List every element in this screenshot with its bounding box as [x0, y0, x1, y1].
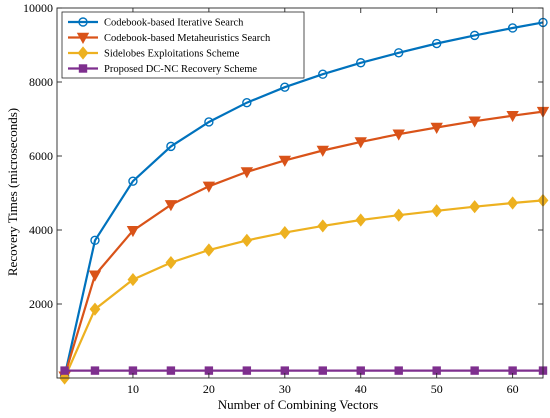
series-3 — [59, 193, 549, 385]
legend-marker — [77, 46, 89, 60]
data-point — [165, 255, 177, 270]
data-point — [280, 82, 290, 92]
legend: Codebook-based Iterative Search Codebook-… — [61, 11, 305, 79]
data-point — [470, 366, 479, 375]
data-point — [318, 366, 327, 375]
data-point — [203, 243, 215, 257]
data-point — [279, 225, 291, 240]
data-point — [469, 30, 480, 41]
data-point — [241, 233, 253, 247]
legend-item: Sidelobes Exploitations Scheme — [68, 46, 240, 60]
data-point — [204, 117, 214, 127]
legend-label: Codebook-based Metaheuristics Search — [104, 33, 271, 44]
data-point — [89, 302, 101, 316]
legend-marker — [78, 17, 88, 27]
data-point — [60, 366, 69, 375]
y-tick-label: 10000 — [23, 1, 53, 15]
series-line — [63, 199, 544, 379]
x-tick-label: 20 — [203, 382, 215, 396]
x-tick-label: 40 — [355, 382, 367, 396]
data-point — [430, 122, 443, 134]
x-tick-label: 60 — [507, 382, 519, 396]
data-point — [393, 208, 405, 222]
data-point — [394, 48, 404, 58]
data-point — [317, 219, 329, 233]
series-2 — [58, 106, 550, 383]
data-point — [506, 110, 519, 123]
legend-box — [61, 11, 305, 79]
data-point — [356, 58, 366, 68]
series-4 — [60, 366, 548, 375]
data-point — [90, 366, 100, 375]
data-point — [355, 213, 367, 227]
legend-item: Codebook-based Iterative Search — [68, 17, 244, 29]
legend-label: Sidelobes Exploitations Scheme — [104, 49, 240, 60]
data-point — [431, 38, 442, 49]
data-point — [316, 145, 329, 157]
data-point — [166, 141, 176, 152]
x-axis-title: Number of Combining Vectors — [218, 397, 378, 412]
data-point — [90, 235, 100, 246]
data-point — [431, 204, 443, 218]
data-point — [202, 181, 216, 193]
series-line — [63, 110, 544, 377]
data-point — [242, 98, 252, 108]
data-point — [128, 176, 138, 186]
data-point — [127, 272, 139, 287]
series-1 — [59, 17, 548, 381]
data-point — [507, 196, 519, 210]
data-point — [354, 137, 367, 149]
y-tick-label: 4000 — [29, 223, 53, 237]
y-tick-label: 2000 — [29, 297, 53, 311]
data-point — [468, 116, 481, 128]
data-point — [242, 366, 252, 375]
legend-item: Codebook-based Metaheuristics Search — [68, 32, 271, 44]
plot-area — [58, 17, 550, 385]
data-point — [278, 155, 292, 167]
y-tick-label: 8000 — [29, 75, 53, 89]
data-point — [394, 366, 403, 375]
data-point — [469, 200, 481, 214]
axes: 10 20 30 40 50 60 2000 4000 6000 8000 10000 — [23, 1, 544, 396]
data-point — [88, 270, 102, 282]
legend-marker — [78, 64, 88, 73]
x-tick-label: 50 — [431, 382, 443, 396]
y-axis-title: Recovery Times (microseconds) — [5, 108, 20, 276]
legend-label: Proposed DC-NC Recovery Scheme — [104, 64, 257, 75]
axes-box — [56, 7, 544, 379]
data-point — [392, 129, 405, 141]
legend-item: Proposed DC-NC Recovery Scheme — [68, 64, 257, 75]
x-tick-label: 30 — [279, 382, 291, 396]
data-point — [507, 23, 518, 33]
x-tick-label: 10 — [127, 382, 139, 396]
data-point — [240, 167, 254, 179]
series-line — [63, 21, 544, 377]
data-point — [166, 366, 176, 375]
data-point — [126, 226, 140, 238]
data-point — [318, 69, 328, 79]
legend-label: Codebook-based Iterative Search — [104, 18, 244, 29]
data-point — [164, 200, 178, 212]
legend-marker — [76, 32, 90, 44]
y-tick-label: 6000 — [29, 149, 53, 163]
